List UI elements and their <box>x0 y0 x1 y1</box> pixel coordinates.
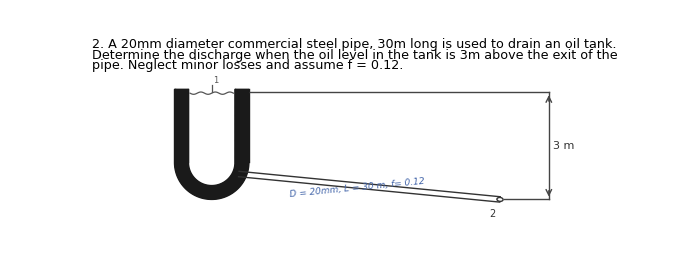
Text: pipe. Neglect minor losses and assume f = 0.12.: pipe. Neglect minor losses and assume f … <box>92 59 403 72</box>
Text: 3 m: 3 m <box>553 141 575 151</box>
Text: Determine the discharge when the oil level in the tank is 3m above the exit of t: Determine the discharge when the oil lev… <box>92 48 617 62</box>
Polygon shape <box>174 89 249 199</box>
Polygon shape <box>174 89 249 199</box>
Text: 1: 1 <box>213 76 219 85</box>
Text: D = 20mm, L = 30 m, f= 0.12: D = 20mm, L = 30 m, f= 0.12 <box>290 177 426 199</box>
Text: 2: 2 <box>489 209 495 219</box>
Text: 2. A 20mm diameter commercial steel pipe, 30m long is used to drain an oil tank.: 2. A 20mm diameter commercial steel pipe… <box>92 38 616 51</box>
Ellipse shape <box>497 198 503 201</box>
